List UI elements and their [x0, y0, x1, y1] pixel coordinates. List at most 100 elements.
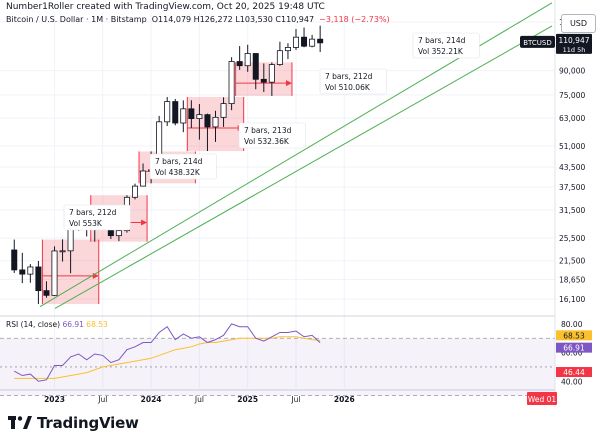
- time-tick-label: Jul: [194, 395, 204, 404]
- rsi-legend-name: RSI (14, close): [6, 320, 62, 329]
- price-tick-label: 90,000: [559, 67, 585, 76]
- measure-label-bars: 7 bars, 213d: [244, 126, 292, 135]
- symbol-legend: Bitcoin / U.S. Dollar · 1M · Bitstamp O1…: [6, 15, 390, 24]
- measure-label-bars: 7 bars, 212d: [325, 72, 373, 81]
- measure-label-bars: 7 bars, 214d: [155, 157, 203, 166]
- currency-button[interactable]: USD: [561, 14, 596, 33]
- measure-label-box: [238, 122, 306, 149]
- price-tick-label: 25,500: [559, 234, 585, 243]
- measure-labels: 7 bars, 212d Vol 553K 7 bars, 214d Vol 438.…: [63, 32, 480, 231]
- time-axis[interactable]: 2023 Jul 2024 Jul 2025 Jul 2026: [44, 395, 355, 404]
- time-tick-label: 2025: [237, 395, 258, 404]
- symbol-tag: [520, 35, 555, 48]
- candle-body: [131, 185, 138, 198]
- candle-body: [180, 108, 187, 124]
- measure-label-box: [63, 204, 131, 231]
- rsi-tick-label: 40.00: [561, 377, 583, 386]
- price-tick-label: 63,000: [559, 114, 585, 123]
- rsi-legend-ma: 68.53: [86, 320, 108, 329]
- time-tick-label: 2026: [334, 395, 355, 404]
- candle-body: [301, 36, 308, 47]
- rsi-band: [0, 338, 555, 396]
- rsi-tag: [556, 342, 592, 353]
- price-tick-label: 75,000: [559, 91, 585, 100]
- time-tick-label: 2024: [141, 395, 162, 404]
- candle-body: [43, 290, 50, 296]
- time-tick-label: Jul: [97, 395, 107, 404]
- candle-body: [220, 103, 227, 118]
- tradingview-logo-icon: [8, 416, 32, 429]
- rsi-legend: RSI (14, close) 66.91 68.53: [6, 320, 108, 329]
- rsi-lower-tag-value: 46.44: [563, 368, 585, 377]
- measure-label-bars: 7 bars, 214d: [418, 36, 466, 45]
- candle-body: [196, 114, 203, 120]
- symbol-name[interactable]: Bitcoin / U.S. Dollar · 1M · Bitstamp: [6, 15, 147, 24]
- rsi-ma-tag: [556, 330, 592, 341]
- measure-label-box: [319, 68, 387, 95]
- candle-body: [59, 250, 66, 253]
- price-change: −3,118 (−2.73%): [319, 15, 390, 24]
- chart-caption: Number1Roller created with TradingView.c…: [6, 2, 325, 12]
- candle-body: [172, 101, 179, 124]
- brand-name: TradingView: [37, 414, 139, 432]
- rsi-pane: RSI (14, close) 66.91 68.53: [0, 320, 555, 397]
- rsi-ma-tag-value: 68.53: [563, 331, 585, 340]
- rsi-tick-label: 80.00: [561, 320, 583, 329]
- candle-body: [236, 61, 243, 67]
- rsi-legend-value: 66.91: [62, 320, 86, 329]
- time-tick-label: Jul: [290, 395, 300, 404]
- candle-body: [115, 230, 122, 237]
- symbol-tag-label: BTCUSD: [523, 39, 552, 47]
- candle-body: [11, 249, 18, 271]
- date-tag: [527, 392, 557, 405]
- time-tick-label: 2023: [44, 395, 65, 404]
- measure-label-vol: Vol 438.32K: [155, 168, 201, 177]
- candle-body: [204, 114, 211, 128]
- measure-label-box: [149, 153, 217, 180]
- candle-body: [27, 266, 34, 275]
- date-tag-value: Wed 01: [528, 395, 557, 404]
- brand-logo: TradingView: [8, 414, 139, 432]
- ohlc-values: O114,079 H126,272 L103,530 C110,947: [151, 15, 315, 24]
- candle-body: [268, 64, 275, 83]
- measure-arrow-head: [141, 219, 148, 226]
- measure-arrow-head: [285, 80, 292, 87]
- candle-body: [51, 250, 58, 296]
- measure-label-vol: Vol 532.36K: [244, 137, 290, 146]
- price-tag-value: 110,947: [558, 36, 589, 45]
- measure-label-bars: 7 bars, 212d: [69, 208, 117, 217]
- candle-body: [252, 53, 259, 80]
- price-tag-countdown: 11d 5h: [563, 46, 586, 54]
- candle-body: [244, 53, 251, 67]
- candle-body: [19, 269, 26, 275]
- rsi-line: [14, 323, 321, 382]
- price-tick-label: 37,500: [559, 183, 585, 192]
- price-tick-label: 31,500: [559, 206, 585, 215]
- measure-label-box: [412, 32, 480, 59]
- candle-body: [284, 47, 291, 52]
- trend-line-lower: [54, 25, 553, 309]
- candle-body: [35, 266, 42, 292]
- price-tick-label: 51,000: [559, 142, 585, 151]
- price-tick-label: 21,500: [559, 257, 585, 266]
- candle-body: [309, 38, 316, 47]
- rsi-tag-value: 66.91: [563, 344, 585, 353]
- candle-body: [276, 50, 283, 65]
- candle-body: [188, 108, 195, 120]
- candle-body: [140, 170, 147, 187]
- candle-body: [317, 38, 324, 44]
- price-tag: [556, 33, 592, 54]
- price-tick-label: 43,500: [559, 163, 585, 172]
- measure-label-vol: Vol 352.21K: [418, 47, 464, 56]
- rsi-lower-tag: [556, 367, 592, 378]
- measure-label-vol: Vol 510.06K: [325, 83, 371, 92]
- candle-body: [164, 101, 171, 123]
- candle-body: [292, 36, 299, 48]
- candle-body: [212, 116, 219, 128]
- candle-body: [228, 61, 235, 105]
- rsi-tick-label: 60.00: [561, 349, 583, 358]
- price-tick-label: 18,650: [559, 276, 585, 285]
- candle-body: [260, 78, 267, 83]
